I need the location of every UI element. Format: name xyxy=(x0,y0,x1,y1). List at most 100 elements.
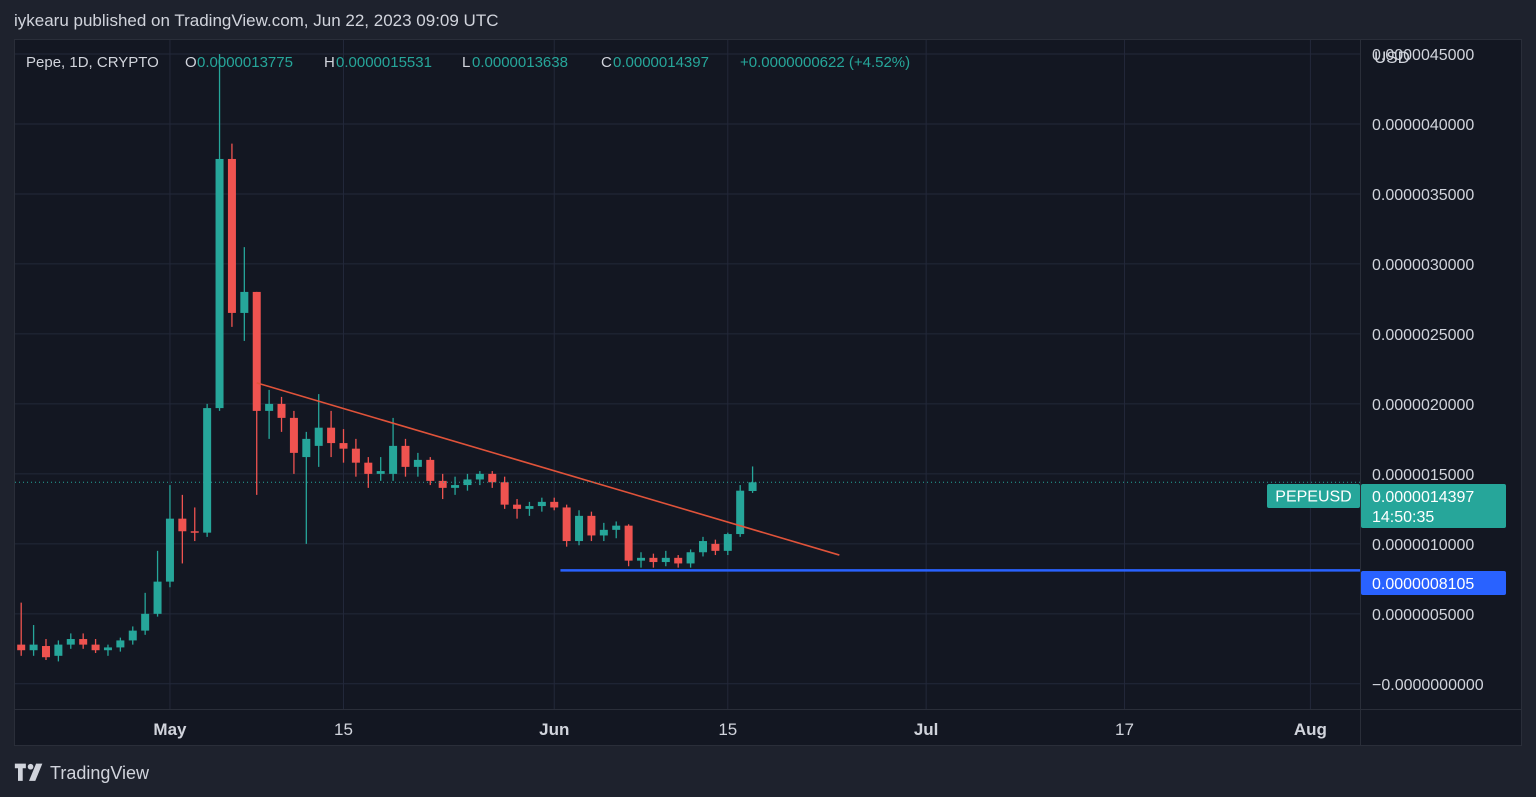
descending-trendline[interactable] xyxy=(256,382,840,556)
candle-body xyxy=(339,443,348,449)
candle[interactable] xyxy=(661,550,670,567)
candle-body xyxy=(537,501,546,507)
candle[interactable] xyxy=(488,471,497,488)
candle[interactable] xyxy=(215,53,224,411)
candle[interactable] xyxy=(587,511,596,542)
legend-close-label: C xyxy=(601,54,612,71)
symbol-tag xyxy=(1267,484,1360,508)
candle[interactable] xyxy=(389,417,398,481)
candle[interactable] xyxy=(240,247,249,341)
candle-body xyxy=(364,462,373,474)
candle[interactable] xyxy=(537,497,546,512)
candle[interactable] xyxy=(612,521,621,539)
candle-body xyxy=(562,507,571,542)
legend-low-label: L xyxy=(462,54,470,71)
candle-body xyxy=(748,482,757,492)
candle[interactable] xyxy=(711,539,720,556)
candle[interactable] xyxy=(29,625,38,656)
candle-body xyxy=(103,647,112,651)
candle[interactable] xyxy=(203,403,212,537)
candle[interactable] xyxy=(190,507,199,542)
candle-body xyxy=(376,471,385,474)
candle[interactable] xyxy=(525,501,534,516)
time-axis[interactable]: May 15 Jun 15 Jul 17 Aug xyxy=(153,720,1327,739)
candle-body xyxy=(165,518,174,582)
price-tick-label: 0.0000005000 xyxy=(1372,607,1474,624)
candle[interactable] xyxy=(327,410,336,458)
candle[interactable] xyxy=(413,452,422,477)
candle-body xyxy=(41,646,50,658)
candle[interactable] xyxy=(500,476,509,509)
price-axis[interactable]: 0.0000045000 0.0000040000 0.0000035000 0.00… xyxy=(1372,47,1484,694)
candle-body xyxy=(475,473,484,480)
candle[interactable] xyxy=(376,457,385,481)
footer: TradingView xyxy=(14,760,149,786)
time-tick-label: May xyxy=(153,720,187,739)
candle[interactable] xyxy=(91,639,100,654)
candle[interactable] xyxy=(252,291,261,495)
candle[interactable] xyxy=(227,143,236,327)
candle-body xyxy=(736,490,745,535)
candle[interactable] xyxy=(364,457,373,488)
candle[interactable] xyxy=(41,639,50,661)
candle[interactable] xyxy=(314,394,323,467)
chart-background xyxy=(15,40,1521,745)
candle[interactable] xyxy=(141,592,150,635)
candle[interactable] xyxy=(698,536,707,557)
candle-body xyxy=(203,408,212,533)
candle[interactable] xyxy=(562,504,571,547)
candle[interactable] xyxy=(339,429,348,463)
candle[interactable] xyxy=(674,555,683,568)
candle[interactable] xyxy=(649,553,658,568)
candle-body xyxy=(141,613,150,631)
candle[interactable] xyxy=(426,457,435,486)
candle-body xyxy=(525,506,534,509)
candle-body xyxy=(401,445,410,467)
candle[interactable] xyxy=(116,637,125,652)
candle-body xyxy=(711,543,720,551)
candle-body xyxy=(17,644,26,651)
candle[interactable] xyxy=(277,396,286,432)
candle-body xyxy=(513,504,522,509)
candle[interactable] xyxy=(550,497,559,511)
candle[interactable] xyxy=(401,438,410,477)
candle-body xyxy=(351,448,360,463)
candle[interactable] xyxy=(637,552,646,568)
candle-body xyxy=(54,644,63,656)
candle[interactable] xyxy=(438,473,447,500)
last-price-label: 0.0000014397 xyxy=(1372,489,1474,506)
candle-body xyxy=(153,581,162,614)
candle[interactable] xyxy=(79,633,88,649)
candle[interactable] xyxy=(686,549,695,568)
price-tick-label: 0.0000035000 xyxy=(1372,187,1474,204)
candle[interactable] xyxy=(351,438,360,477)
candle[interactable] xyxy=(17,602,26,656)
candle[interactable] xyxy=(265,389,274,439)
candle[interactable] xyxy=(165,485,174,588)
candle[interactable] xyxy=(103,644,112,656)
candle[interactable] xyxy=(599,522,608,542)
candle[interactable] xyxy=(451,476,460,495)
price-tick-label: 0.0000030000 xyxy=(1372,257,1474,274)
candle[interactable] xyxy=(289,410,298,474)
candle[interactable] xyxy=(748,466,757,493)
candle-body xyxy=(451,485,460,488)
candle[interactable] xyxy=(153,550,162,617)
candle[interactable] xyxy=(66,633,75,649)
candle[interactable] xyxy=(513,499,522,519)
candle-body xyxy=(240,291,249,313)
candle[interactable] xyxy=(178,494,187,564)
candle-body xyxy=(265,403,274,411)
candle[interactable] xyxy=(624,524,633,567)
legend-symbol: Pepe, 1D, CRYPTO xyxy=(26,54,159,71)
candle[interactable] xyxy=(736,485,745,537)
legend-close-value: 0.0000014397 xyxy=(613,54,709,71)
candle[interactable] xyxy=(575,510,584,546)
candlestick-chart[interactable]: Pepe, 1D, CRYPTO O 0.0000013775 H 0.0000… xyxy=(15,40,1521,745)
time-tick-label: Aug xyxy=(1294,720,1327,739)
candle[interactable] xyxy=(128,626,137,645)
candle-body xyxy=(488,473,497,483)
candle[interactable] xyxy=(54,640,63,662)
candle[interactable] xyxy=(723,532,732,556)
candle[interactable] xyxy=(302,431,311,544)
